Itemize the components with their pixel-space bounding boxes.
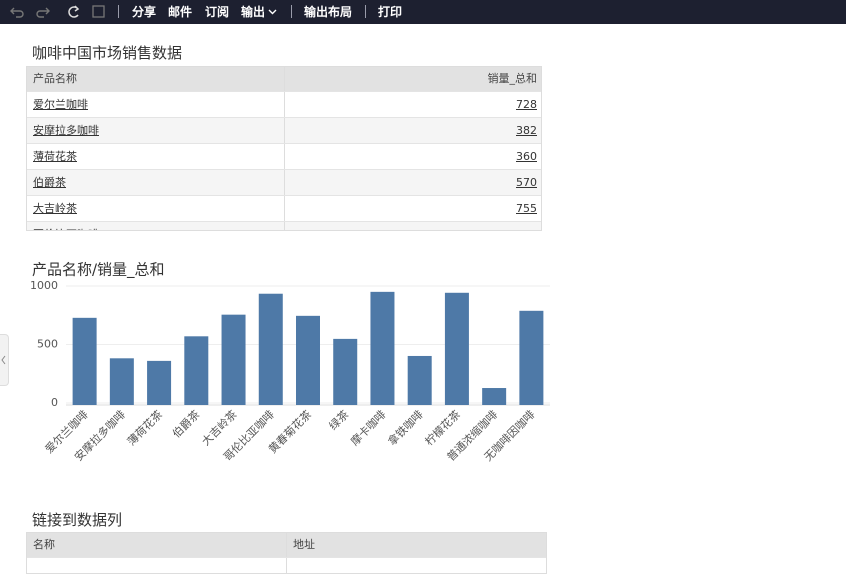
x-tick-label: 伯爵茶 — [169, 407, 202, 440]
bar — [184, 336, 209, 405]
product-link[interactable]: 大吉岭茶 — [33, 202, 77, 215]
cell: 大吉岭茶 — [27, 196, 285, 221]
redo-icon[interactable] — [36, 7, 50, 18]
bar — [333, 338, 358, 405]
bar — [147, 360, 172, 405]
subscribe-button[interactable]: 订阅 — [205, 5, 230, 19]
cell: 755 — [285, 196, 541, 221]
x-tick-label: 薄荷花茶 — [124, 407, 165, 448]
link-table: 名称 地址 — [26, 532, 547, 574]
y-tick-label: 0 — [51, 396, 58, 409]
cell: 安摩拉多咖啡 — [27, 118, 285, 143]
header-cell: 名称 — [27, 533, 287, 557]
toolbar: 分享 邮件 订阅 输出 输出布局 打印 — [0, 0, 846, 24]
bar — [296, 315, 320, 405]
table-row: 哥伦比亚咖啡 934 — [27, 222, 541, 230]
table-row: 安摩拉多咖啡 382 — [27, 118, 541, 144]
product-link[interactable]: 薄荷花茶 — [33, 150, 77, 163]
product-link[interactable]: 爱尔兰咖啡 — [33, 98, 88, 111]
dropdown-icon[interactable] — [268, 0, 278, 24]
sales-table: 产品名称 销量_总和爱尔兰咖啡 728 安摩拉多咖啡 382 薄荷花茶 360 伯爵茶 570 大… — [26, 66, 542, 231]
product-link[interactable]: 安摩拉多咖啡 — [33, 124, 99, 137]
x-tick-label: 绿茶 — [326, 407, 351, 432]
export-layout-button[interactable]: 输出布局 — [304, 5, 353, 19]
separator — [118, 5, 119, 18]
header-cell: 地址 — [293, 538, 315, 551]
collapse-handle[interactable] — [0, 334, 9, 386]
cell — [27, 558, 287, 573]
cell: 薄荷花茶 — [27, 144, 285, 169]
separator — [291, 5, 292, 18]
bar — [370, 291, 395, 405]
bar — [221, 314, 246, 405]
table-title: 链接到数据列 — [32, 511, 123, 529]
share-button[interactable]: 分享 — [132, 5, 157, 19]
value-link[interactable]: 382 — [516, 124, 537, 137]
x-tick-label: 摩卡咖啡 — [348, 407, 389, 448]
y-tick-label: 500 — [37, 338, 58, 351]
cell: 360 — [285, 144, 541, 169]
value-link[interactable]: 755 — [516, 202, 537, 215]
cell: 934 — [285, 222, 541, 230]
value-link[interactable]: 570 — [516, 176, 537, 189]
cell: 728 — [285, 92, 541, 117]
bar — [109, 358, 134, 405]
export-button[interactable]: 输出 — [241, 5, 266, 19]
refresh-icon[interactable] — [68, 5, 80, 18]
table-row: 薄荷花茶 360 — [27, 144, 541, 170]
table-header: 产品名称 销量_总和 — [27, 67, 541, 92]
cell: 哥伦比亚咖啡 — [27, 222, 285, 230]
cell: 伯爵茶 — [27, 170, 285, 195]
table-row: 爱尔兰咖啡 728 — [27, 92, 541, 118]
cell: 382 — [285, 118, 541, 143]
y-tick-label: 1000 — [30, 279, 58, 292]
value-link[interactable]: 728 — [516, 98, 537, 111]
chart-title: 产品名称/销量_总和 — [32, 261, 165, 280]
separator — [365, 5, 366, 18]
cell: 爱尔兰咖啡 — [27, 92, 285, 117]
product-link[interactable]: 哥伦比亚咖啡 — [33, 228, 99, 230]
value-link[interactable]: 934 — [516, 228, 537, 230]
undo-icon[interactable] — [10, 7, 24, 18]
header-cell: 产品名称 — [27, 67, 285, 91]
header-cell: 销量_总和 — [487, 72, 538, 85]
table-title: 咖啡中国市场销售数据 — [32, 44, 183, 62]
cell: 570 — [285, 170, 541, 195]
collapse-icon — [1, 355, 6, 365]
save-icon[interactable] — [92, 5, 105, 18]
bar — [258, 293, 283, 405]
bar — [444, 292, 469, 405]
bar — [482, 388, 507, 405]
x-tick-label: 拿铁咖啡 — [385, 407, 426, 448]
product-link[interactable]: 伯爵茶 — [33, 176, 66, 189]
table-row — [27, 558, 546, 573]
bar — [519, 310, 544, 405]
bar — [407, 355, 432, 405]
print-button[interactable]: 打印 — [378, 5, 403, 19]
mail-button[interactable]: 邮件 — [168, 5, 193, 19]
table-row: 伯爵茶 570 — [27, 170, 541, 196]
toolbar-icons — [10, 5, 105, 18]
bar — [72, 317, 97, 405]
table-row: 大吉岭茶 755 — [27, 196, 541, 222]
table-header: 名称 地址 — [27, 533, 546, 558]
value-link[interactable]: 360 — [516, 150, 537, 163]
